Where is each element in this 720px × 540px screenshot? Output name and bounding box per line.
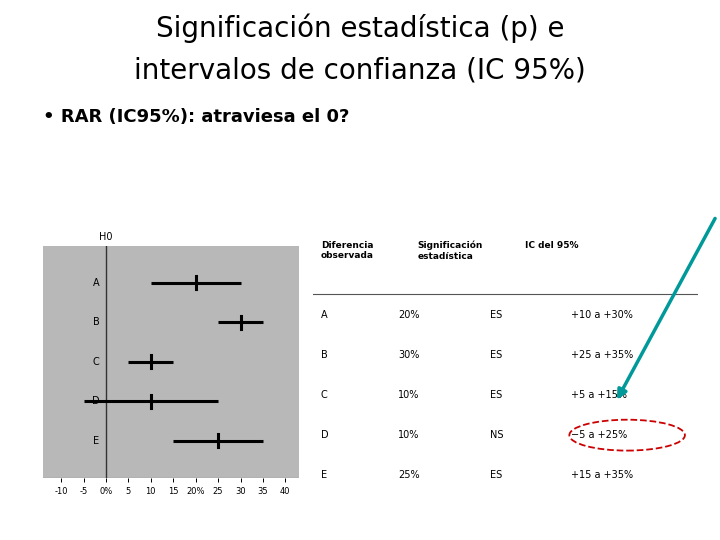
Text: ES: ES [490, 350, 503, 360]
Text: 20%: 20% [398, 310, 420, 320]
Text: +15 a +35%: +15 a +35% [571, 470, 634, 480]
Text: +25 a +35%: +25 a +35% [571, 350, 634, 360]
Text: E: E [321, 470, 327, 480]
Text: 30%: 30% [398, 350, 419, 360]
Text: Diferencia
observada: Diferencia observada [321, 241, 374, 260]
Text: 10%: 10% [398, 430, 419, 440]
Text: ES: ES [490, 390, 503, 400]
Text: H0: H0 [99, 232, 113, 242]
Text: C: C [321, 390, 328, 400]
Text: B: B [321, 350, 328, 360]
Text: Significación
estadística: Significación estadística [417, 241, 482, 261]
Text: B: B [92, 318, 99, 327]
Text: +5 a +15%: +5 a +15% [571, 390, 627, 400]
Text: D: D [91, 396, 99, 406]
Text: 10%: 10% [398, 390, 419, 400]
Text: C: C [92, 357, 99, 367]
Text: ES: ES [490, 310, 503, 320]
Text: A: A [93, 278, 99, 288]
Text: +10 a +30%: +10 a +30% [571, 310, 633, 320]
Text: ES: ES [490, 470, 503, 480]
Text: IC del 95%: IC del 95% [525, 241, 579, 250]
Text: • RAR (IC95%): atraviesa el 0?: • RAR (IC95%): atraviesa el 0? [43, 108, 350, 126]
Text: −5 a +25%: −5 a +25% [571, 430, 628, 440]
Text: 25%: 25% [398, 470, 420, 480]
Text: Significación estadística (p) e: Significación estadística (p) e [156, 14, 564, 43]
Text: E: E [93, 436, 99, 446]
Text: NS: NS [490, 430, 504, 440]
Text: intervalos de confianza (IC 95%): intervalos de confianza (IC 95%) [134, 57, 586, 85]
Text: D: D [321, 430, 328, 440]
Text: A: A [321, 310, 328, 320]
